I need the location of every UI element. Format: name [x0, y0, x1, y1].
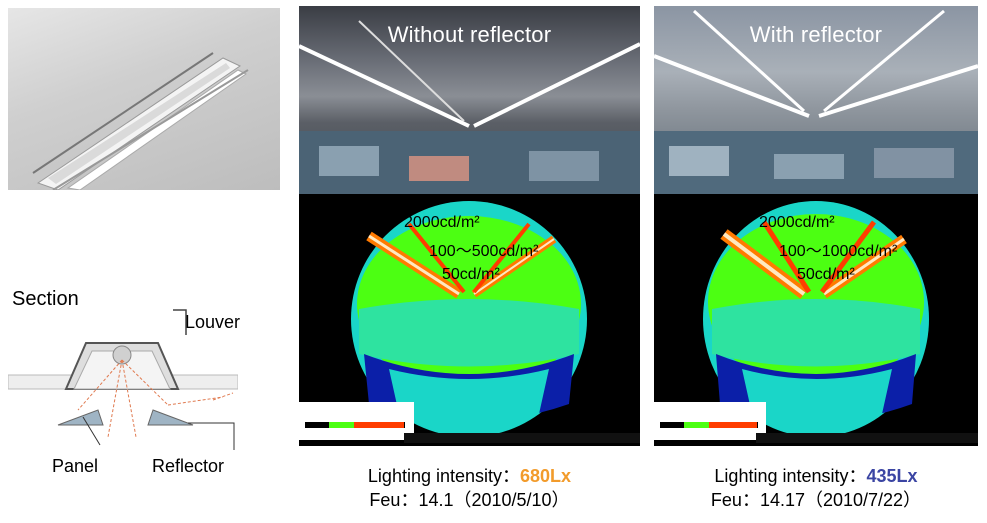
without-label-2000: 2000cd/m²: [404, 214, 480, 232]
with-intensity-value: 435Lx: [867, 466, 918, 486]
without-caption: Lighting intensity：680Lx Feu：14.1（2010/5…: [299, 464, 640, 512]
without-photo-title: Without reflector: [299, 22, 640, 48]
with-caption: Lighting intensity：435Lx Feu：14.17（2010/…: [654, 464, 978, 512]
without-reflector-photo: Without reflector: [299, 6, 640, 194]
with-photo-title: With reflector: [654, 22, 978, 48]
luminaire-illustration: [8, 8, 280, 190]
without-luminance-image: 2000cd/m² 100～500cd/m² 50cd/m²: [299, 194, 640, 446]
without-intensity-value: 680Lx: [520, 466, 571, 486]
section-diagram: [8, 305, 238, 450]
with-label-50: 50cd/m²: [797, 266, 855, 284]
with-intensity-prefix: Lighting intensity：: [714, 466, 866, 486]
with-label-range: 100～1000cd/m²: [779, 237, 897, 261]
with-feu-line: Feu：14.17（2010/7/22）: [654, 488, 978, 512]
without-label-range: 100～500cd/m²: [429, 237, 538, 261]
with-luminance-image: 2000cd/m² 100～1000cd/m² 50cd/m²: [654, 194, 978, 446]
without-intensity-line: Lighting intensity：680Lx: [299, 464, 640, 488]
with-intensity-line: Lighting intensity：435Lx: [654, 464, 978, 488]
luminaire-photo: [8, 8, 280, 190]
with-reflector-photo: With reflector: [654, 6, 978, 194]
without-label-50: 50cd/m²: [442, 266, 500, 284]
panel-label: Panel: [52, 456, 98, 477]
reflector-label: Reflector: [152, 456, 224, 477]
without-feu-line: Feu：14.1（2010/5/10）: [299, 488, 640, 512]
without-intensity-prefix: Lighting intensity：: [368, 466, 520, 486]
section-drawing: [8, 305, 238, 450]
with-label-2000: 2000cd/m²: [759, 214, 835, 232]
